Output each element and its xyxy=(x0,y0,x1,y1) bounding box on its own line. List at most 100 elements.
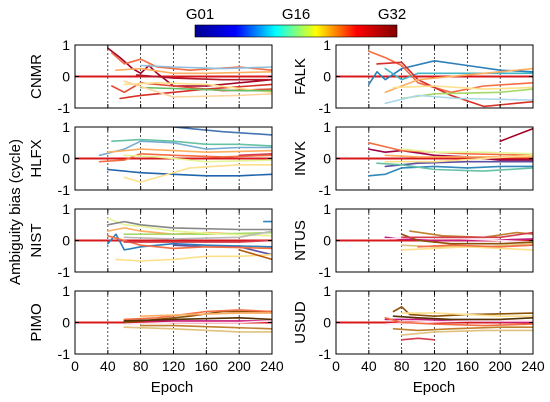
y-tick-label: -1 xyxy=(58,100,71,116)
x-tick-label: 240 xyxy=(260,358,284,374)
x-tick-label: 160 xyxy=(195,358,219,374)
station-label: HLFX xyxy=(28,139,45,177)
panel-hlfx: 1 0 -1 HLFX xyxy=(28,119,273,198)
y-tick-label: -1 xyxy=(319,100,332,116)
series-line xyxy=(384,67,533,94)
station-label: PIMO xyxy=(28,303,45,341)
x-tick-label: 80 xyxy=(394,358,410,374)
x-tick-label: 0 xyxy=(332,358,340,374)
y-tick-label: 0 xyxy=(62,151,70,167)
series-line xyxy=(123,309,272,321)
y-tick-label: 0 xyxy=(323,151,331,167)
y-tick-label: 0 xyxy=(62,69,70,85)
series-line xyxy=(400,312,533,317)
station-label: USUD xyxy=(292,301,309,344)
series-line xyxy=(123,80,272,98)
series-line xyxy=(98,140,272,157)
series-line xyxy=(123,82,272,94)
x-tick-label: 240 xyxy=(521,358,545,374)
series-line xyxy=(98,153,272,163)
series-line xyxy=(107,233,272,251)
series-line xyxy=(172,127,272,136)
series-line xyxy=(368,148,533,161)
series-line xyxy=(409,230,533,239)
series-line xyxy=(107,220,272,231)
colorbar-label-min: G01 xyxy=(186,6,214,23)
x-tick-label: 120 xyxy=(162,358,186,374)
series-line xyxy=(417,244,533,248)
series-line xyxy=(123,326,272,333)
series-line xyxy=(400,329,533,336)
series-line xyxy=(115,67,272,75)
series-group xyxy=(336,50,533,108)
x-tick-label: 80 xyxy=(133,358,149,374)
series-group xyxy=(336,230,533,251)
series-group xyxy=(75,217,272,262)
series-line xyxy=(392,326,533,332)
series-line xyxy=(400,246,533,251)
series-line xyxy=(139,312,272,317)
y-tick-label: 0 xyxy=(323,69,331,85)
y-tick-label: -1 xyxy=(58,346,71,362)
series-line xyxy=(123,230,272,240)
series-line xyxy=(135,74,272,81)
panel-invk: 1 0 -1 INVK xyxy=(292,119,534,198)
series-line xyxy=(392,85,533,90)
y-tick-label: 1 xyxy=(62,283,70,299)
panel-falk: 1 0 -1 FALK xyxy=(292,37,534,116)
series-group xyxy=(336,127,533,177)
y-tick-label: 1 xyxy=(62,119,70,135)
x-tick-label: 0 xyxy=(71,358,79,374)
y-tick-label: 1 xyxy=(323,201,331,217)
panel-cnmr: 1 0 -1 CNMR xyxy=(28,37,273,116)
x-tick-label: 120 xyxy=(423,358,447,374)
series-line xyxy=(376,61,533,108)
x-tick-label: 200 xyxy=(488,358,512,374)
colorbar-gradient xyxy=(194,24,398,38)
series-line xyxy=(384,94,533,105)
y-tick-label: 0 xyxy=(323,315,331,331)
station-label: INVK xyxy=(292,141,309,176)
x-tick-label: 200 xyxy=(227,358,251,374)
series-line xyxy=(111,138,272,147)
y-tick-label: 1 xyxy=(323,37,331,53)
series-line xyxy=(376,162,533,172)
series-line xyxy=(400,231,533,239)
series-line xyxy=(115,253,272,262)
series-line xyxy=(368,60,533,86)
colorbar-label-mid: G16 xyxy=(282,6,310,23)
x-tick-label: 40 xyxy=(361,358,377,374)
y-axis-label: Ambiguity bias (cycle) xyxy=(7,139,24,285)
x-tick-label: 160 xyxy=(456,358,480,374)
y-tick-label: 1 xyxy=(323,283,331,299)
y-tick-label: -1 xyxy=(319,346,332,362)
series-line xyxy=(368,50,533,94)
series-line xyxy=(368,165,533,177)
series-line xyxy=(384,318,533,324)
series-line xyxy=(123,320,272,325)
series-line xyxy=(384,154,533,163)
series-line xyxy=(123,317,272,322)
station-label: NTUS xyxy=(292,220,309,261)
series-line xyxy=(238,153,272,157)
y-tick-label: 1 xyxy=(323,119,331,135)
colorbar-label-max: G32 xyxy=(378,6,406,23)
series-line xyxy=(107,168,272,177)
x-tick-label: 40 xyxy=(100,358,116,374)
series-line xyxy=(107,148,272,153)
panel-nist: 1 0 -1 NIST xyxy=(28,201,273,280)
series-group xyxy=(75,127,272,183)
colorbar: G01 G16 G32 xyxy=(186,6,406,38)
series-line xyxy=(139,324,272,330)
station-label: FALK xyxy=(292,58,309,95)
station-label: CNMR xyxy=(28,54,45,99)
series-group xyxy=(75,47,272,100)
station-label: NIST xyxy=(28,223,45,257)
series-line xyxy=(123,154,272,163)
series-line xyxy=(392,315,533,321)
series-line xyxy=(107,217,272,237)
series-line xyxy=(384,317,533,327)
